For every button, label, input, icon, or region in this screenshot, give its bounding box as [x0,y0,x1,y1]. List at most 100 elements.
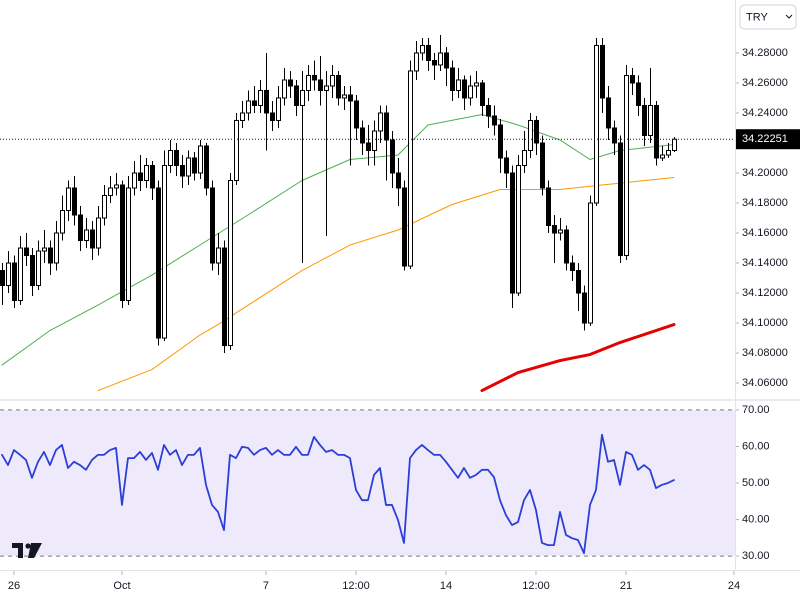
candle-body [564,229,569,264]
candle-body [228,179,233,347]
dropdown-chevron[interactable] [785,14,793,19]
candle-body [414,52,419,72]
candle-body [312,74,317,81]
candle-body [672,138,677,151]
candle-body [594,44,599,204]
candle-body [72,187,77,216]
candle-body [66,187,71,212]
candle-body [492,115,497,126]
candle-body [84,229,89,242]
pane [0,34,677,393]
currency-box[interactable] [739,4,797,30]
candle-body [12,262,17,302]
logo-part [25,543,31,549]
candle-body [126,187,131,302]
candle-body [630,74,635,84]
x-tick-label: 14 [440,580,452,592]
candle-body [486,104,491,117]
candle-body [576,270,581,294]
candle-body [354,100,359,129]
x-tick-label: Oct [113,580,130,592]
candle-body [516,164,521,294]
candle-body [132,172,137,189]
candle-body [552,225,557,234]
candle-body [216,247,221,264]
candle-body [18,247,23,302]
candle-body [600,44,605,99]
tv-logo [12,543,42,558]
candle-body [426,44,431,61]
candle-body [198,145,203,174]
candle-body [186,157,191,177]
currency-label[interactable]: TRY [746,11,768,23]
candle-body [240,112,245,121]
pane [0,409,735,557]
candle-body [78,214,83,242]
candle-body [288,79,293,87]
candle-body [48,247,53,264]
candle-body [60,210,65,234]
candle-body [588,202,593,324]
candle-body [390,139,395,174]
candle-body [654,104,659,159]
candle-body [618,142,623,257]
y-tick-label: 70.00 [742,404,770,416]
candle-body [54,232,59,264]
candle-body [306,74,311,91]
candle-body [6,262,11,287]
candle-body [408,70,413,267]
y-tick-label: 50.00 [742,477,770,489]
y-tick-label: 34.26000 [742,77,788,89]
candle-body [636,82,641,106]
candle-body [450,67,455,91]
candle-body [402,187,407,267]
candle-body [24,247,29,257]
candle-body [606,97,611,129]
candle-body [276,97,281,121]
candle-body [660,154,665,159]
y-tick-label: 34.12000 [742,287,788,299]
candle-body [234,119,239,181]
candle-body [456,79,461,91]
candle-body [144,164,149,181]
candle-body [480,82,485,106]
candle-body [42,247,47,252]
candle-body [420,44,425,54]
candle-body [90,229,95,249]
x-tick-label: 21 [620,580,632,592]
candle-body [666,149,671,156]
moving-average-line [480,323,676,393]
y-tick-label: 34.10000 [742,317,788,329]
candle-body [264,89,269,114]
y-tick-label: 34.28000 [742,47,788,59]
currency-selector[interactable]: TRY [739,4,797,30]
candle-body [210,187,215,264]
y-tick-label: 34.20000 [742,167,788,179]
candle-body [540,142,545,189]
candle-body [120,184,125,302]
candle-body [102,194,107,219]
logo-part [28,543,42,558]
candle-body [648,104,653,136]
candle-body [96,217,101,249]
candle-body [162,164,167,339]
candle-body [372,130,377,151]
candle-body [282,79,287,99]
candle-body [474,82,479,87]
y-tick-label: 34.16000 [742,227,788,239]
candle-body [114,184,119,189]
candle-body [432,59,437,66]
candle-body [156,187,161,339]
candle-body [0,270,5,287]
candle-body [642,104,647,136]
candle-body [360,127,365,144]
candle-body [318,79,323,91]
candle-body [396,172,401,189]
y-tick-label: 34.18000 [742,197,788,209]
candle-body [510,172,515,294]
logo-part [12,543,23,558]
x-tick-label: 24 [728,580,740,592]
rsi-band [0,409,735,557]
candle-body [300,89,305,106]
